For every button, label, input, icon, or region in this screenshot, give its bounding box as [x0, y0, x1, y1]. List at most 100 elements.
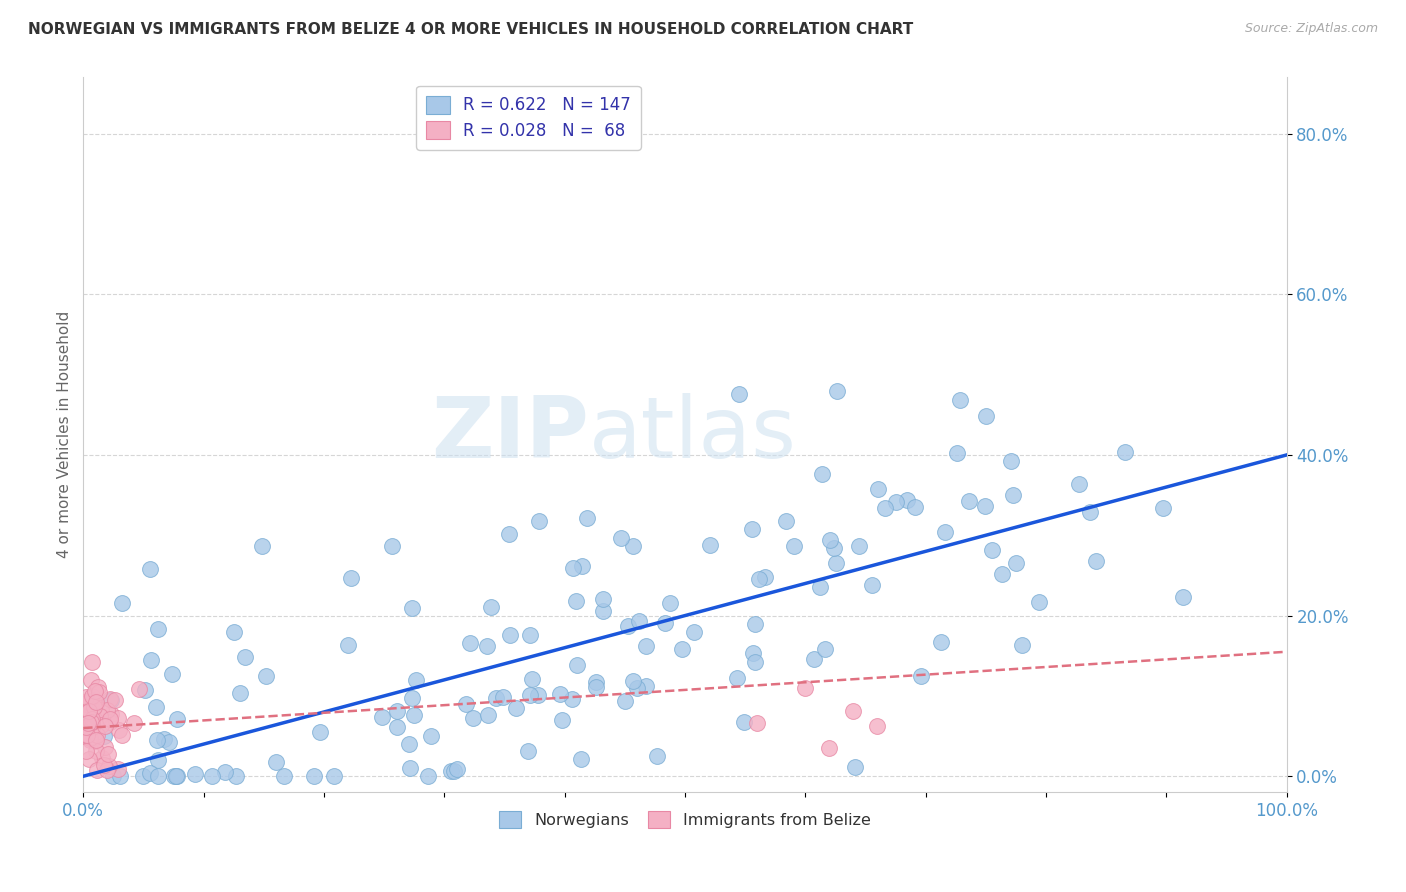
Point [83, 699, 105, 714]
Point [613, 694, 636, 708]
Point [446, 762, 468, 776]
Point [91, 750, 114, 764]
Point [783, 539, 806, 553]
Point [825, 556, 848, 570]
Point [636, 639, 658, 653]
Point [308, 725, 330, 739]
Point [233, 650, 256, 665]
Point [1152, 500, 1174, 515]
Point [565, 657, 588, 672]
Point [89, 709, 111, 723]
Point [499, 627, 522, 641]
Point [443, 764, 465, 779]
Point [225, 769, 247, 783]
Point [75, 729, 97, 743]
Point [385, 720, 408, 734]
Point [456, 698, 478, 712]
Point [250, 539, 273, 553]
Point [818, 740, 841, 755]
Point [794, 681, 817, 695]
Point [458, 636, 481, 650]
Point [107, 711, 129, 725]
Point [264, 755, 287, 769]
Point [82, 693, 104, 707]
Point [80, 715, 103, 730]
Point [810, 467, 832, 481]
Point [747, 715, 769, 730]
Point [519, 627, 541, 641]
Point [139, 562, 162, 576]
Y-axis label: 4 or more Vehicles in Household: 4 or more Vehicles in Household [58, 311, 72, 558]
Point [385, 704, 408, 718]
Point [420, 729, 443, 743]
Point [551, 713, 574, 727]
Point [866, 482, 889, 496]
Point [575, 510, 598, 524]
Point [1004, 556, 1026, 570]
Point [519, 688, 541, 702]
Point [93, 719, 115, 733]
Point [820, 533, 842, 547]
Point [398, 737, 420, 751]
Point [98, 712, 121, 726]
Point [370, 709, 392, 723]
Point [561, 691, 583, 706]
Point [527, 514, 550, 528]
Point [561, 561, 583, 575]
Point [492, 690, 515, 704]
Point [254, 669, 277, 683]
Point [990, 566, 1012, 581]
Point [224, 625, 246, 640]
Point [165, 769, 187, 783]
Point [84, 725, 107, 739]
Point [166, 712, 188, 726]
Point [659, 596, 682, 610]
Point [110, 769, 132, 783]
Point [162, 769, 184, 783]
Point [634, 679, 657, 693]
Legend: Norwegians, Immigrants from Belize: Norwegians, Immigrants from Belize [492, 805, 877, 834]
Point [569, 751, 592, 765]
Point [84, 744, 107, 758]
Point [621, 539, 644, 553]
Point [592, 604, 614, 618]
Point [73, 696, 96, 710]
Point [111, 596, 134, 610]
Point [148, 622, 170, 636]
Point [132, 769, 155, 783]
Point [304, 769, 326, 783]
Point [229, 686, 252, 700]
Point [128, 681, 150, 696]
Point [527, 688, 550, 702]
Point [741, 522, 763, 536]
Point [803, 652, 825, 666]
Point [931, 635, 953, 649]
Point [934, 524, 956, 539]
Point [485, 690, 508, 705]
Point [84, 695, 107, 709]
Point [401, 600, 423, 615]
Point [418, 769, 440, 783]
Point [398, 761, 420, 775]
Point [83, 684, 105, 698]
Point [848, 539, 870, 553]
Point [1114, 445, 1136, 459]
Point [571, 558, 593, 573]
Point [825, 384, 848, 398]
Point [134, 683, 156, 698]
Point [80, 712, 103, 726]
Point [77, 695, 100, 709]
Point [87, 684, 110, 698]
Point [110, 728, 132, 742]
Point [733, 714, 755, 729]
Point [139, 653, 162, 667]
Point [744, 656, 766, 670]
Point [904, 500, 927, 515]
Point [873, 500, 896, 515]
Point [683, 624, 706, 639]
Point [973, 499, 995, 513]
Point [76, 693, 98, 707]
Point [93, 730, 115, 744]
Point [79, 722, 101, 736]
Point [160, 667, 183, 681]
